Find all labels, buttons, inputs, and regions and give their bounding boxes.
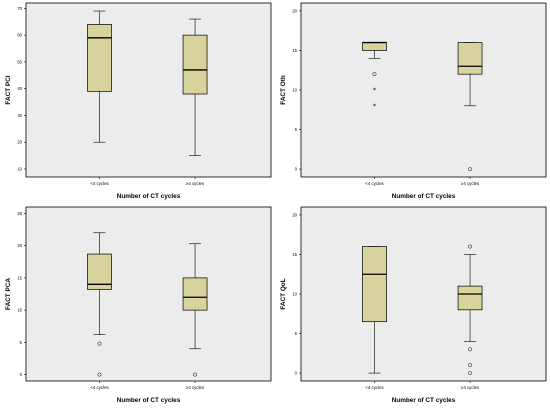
y-tick-label: 15 bbox=[292, 48, 297, 53]
plot-area bbox=[25, 2, 272, 178]
y-axis-label: FACT PCA bbox=[5, 278, 12, 310]
plot-area bbox=[25, 206, 272, 382]
y-tick-label: 10 bbox=[292, 88, 297, 93]
outlier-point bbox=[372, 72, 377, 77]
y-tick-label: 60 bbox=[17, 33, 22, 38]
x-category-label: <4 cycles bbox=[365, 385, 384, 390]
outlier-point bbox=[468, 244, 473, 249]
y-tick-label: 15 bbox=[17, 275, 22, 280]
box-iqr bbox=[457, 42, 483, 75]
x-category-label: ≥4 cycles bbox=[461, 181, 480, 186]
box-iqr bbox=[362, 246, 387, 323]
outlier-point bbox=[468, 347, 473, 352]
y-tick-label: 20 bbox=[292, 212, 297, 217]
outlier-point bbox=[468, 371, 473, 376]
y-tick-label: 20 bbox=[292, 8, 297, 13]
x-category-label: <4 cycles bbox=[90, 181, 109, 186]
y-tick-label: 0 bbox=[295, 167, 298, 172]
y-tick-label: 10 bbox=[292, 292, 297, 297]
y-tick-label: 70 bbox=[17, 6, 22, 11]
x-axis-label: Number of CT cycles bbox=[392, 397, 456, 404]
y-tick-label: 50 bbox=[17, 59, 22, 64]
extreme-point: * bbox=[373, 87, 376, 94]
outlier-point bbox=[97, 372, 102, 377]
y-tick-label: 10 bbox=[17, 166, 22, 171]
y-tick-label: 30 bbox=[17, 113, 22, 118]
y-axis-label: FACT QoL bbox=[280, 278, 287, 309]
chart-panel-fact-pci: 10 20 30 40 50 60 70 FACT PCI <4 cycles ≥4 cycles… bbox=[0, 0, 275, 204]
box-iqr bbox=[87, 253, 112, 290]
box-iqr bbox=[182, 34, 208, 95]
y-tick-label: 20 bbox=[17, 243, 22, 248]
x-category-label: ≥4 cycles bbox=[186, 385, 205, 390]
outlier-point bbox=[97, 341, 102, 346]
y-tick-label: 40 bbox=[17, 86, 22, 91]
x-axis-label: Number of CT cycles bbox=[392, 193, 456, 200]
y-tick-label: 25 bbox=[17, 211, 22, 216]
plot-area bbox=[300, 206, 547, 382]
x-category-label: ≥4 cycles bbox=[186, 181, 205, 186]
chart-panel-fact-oth: 0 5 10 15 20 FACT Oth <4 cycles * * ≥4 cycles Numb… bbox=[275, 0, 550, 204]
outlier-point bbox=[468, 363, 473, 368]
y-tick-label: 5 bbox=[295, 331, 298, 336]
plot-area bbox=[300, 2, 547, 178]
y-axis-label: FACT Oth bbox=[280, 75, 287, 105]
outlier-point bbox=[193, 372, 198, 377]
box-iqr bbox=[182, 277, 208, 311]
x-axis-label: Number of CT cycles bbox=[117, 397, 181, 404]
chart-svg: 10 20 30 40 50 60 70 FACT PCI <4 cycles ≥4 cycles… bbox=[5, 2, 272, 200]
y-axis-label: FACT PCI bbox=[5, 75, 12, 104]
chart-svg: 0 5 10 15 20 25 FACT PCA <4 cycles ≥4 cycles Numb… bbox=[5, 206, 272, 404]
outlier-point bbox=[468, 167, 473, 172]
x-category-label: ≥4 cycles bbox=[461, 385, 480, 390]
y-tick-label: 0 bbox=[20, 372, 23, 377]
x-category-label: <4 cycles bbox=[365, 181, 384, 186]
chart-svg: 0 5 10 15 20 FACT QoL <4 cycles ≥4 cycles Number… bbox=[280, 206, 547, 404]
box-iqr bbox=[457, 285, 483, 311]
x-axis-label: Number of CT cycles bbox=[117, 193, 181, 200]
y-tick-label: 5 bbox=[295, 127, 298, 132]
chart-svg: 0 5 10 15 20 FACT Oth <4 cycles * * ≥4 cycles Numb… bbox=[280, 2, 547, 200]
y-tick-label: 15 bbox=[292, 252, 297, 257]
chart-panel-fact-qol: 0 5 10 15 20 FACT QoL <4 cycles ≥4 cycles Number… bbox=[275, 204, 550, 408]
extreme-point: * bbox=[373, 103, 376, 110]
x-category-label: <4 cycles bbox=[90, 385, 109, 390]
y-tick-label: 0 bbox=[295, 371, 298, 376]
y-tick-label: 20 bbox=[17, 140, 22, 145]
chart-panel-fact-pca: 0 5 10 15 20 25 FACT PCA <4 cycles ≥4 cycles Numb… bbox=[0, 204, 275, 408]
box-iqr bbox=[87, 24, 112, 92]
box-iqr bbox=[362, 42, 387, 51]
y-tick-label: 10 bbox=[17, 308, 22, 313]
y-tick-label: 5 bbox=[20, 340, 23, 345]
